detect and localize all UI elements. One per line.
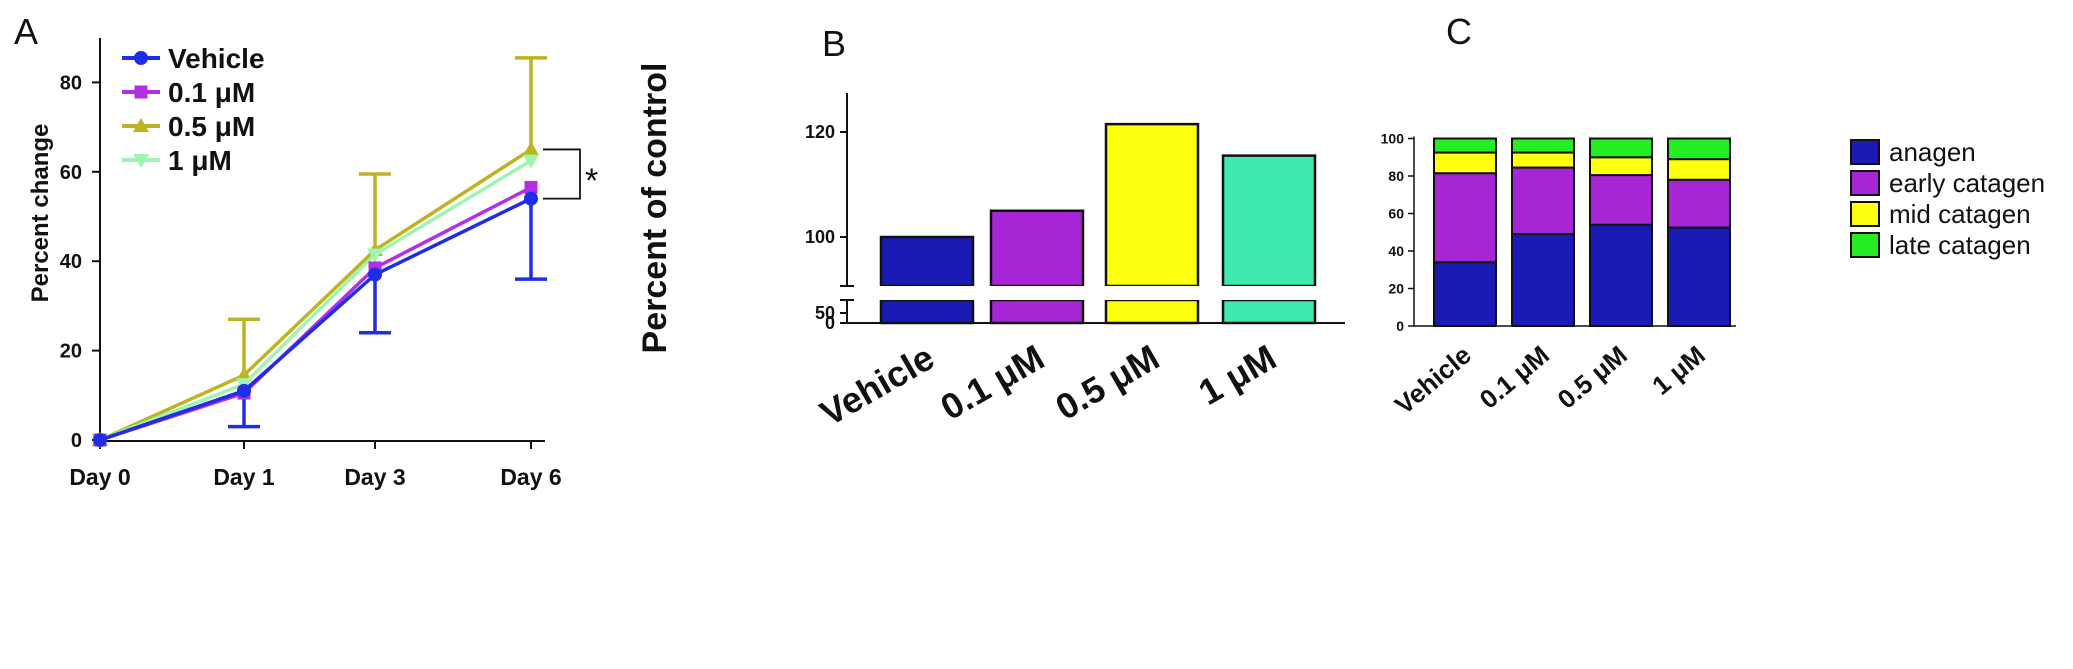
x-tick-label: 1 μM bbox=[1646, 340, 1711, 401]
y-axis-label: Percent change bbox=[27, 124, 54, 303]
panel-letter-b: B bbox=[822, 23, 846, 64]
stack-segment-early-catagen bbox=[1589, 174, 1653, 226]
legend-swatch-early-catagen bbox=[1850, 170, 1880, 196]
series-line-vehicle bbox=[99, 197, 532, 442]
y-axis-label: Percent of control bbox=[636, 63, 674, 354]
significance-star: * bbox=[585, 162, 598, 200]
stack-segment-late-catagen bbox=[1511, 137, 1575, 154]
legend-label-mid-catagen: mid catagen bbox=[1889, 199, 2031, 229]
legend-label-early-catagen: early catagen bbox=[1889, 168, 2045, 198]
y-tick-label: 0 bbox=[71, 430, 82, 452]
y-tick-label: 60 bbox=[1388, 206, 1404, 222]
axis-break-gap bbox=[1102, 286, 1202, 300]
axis-break-gap bbox=[987, 286, 1087, 300]
series-line-0-5-um bbox=[99, 147, 532, 442]
y-tick-label: 40 bbox=[60, 251, 82, 273]
series-line-1-um bbox=[99, 159, 532, 442]
x-tick-label: Day 1 bbox=[213, 464, 275, 490]
x-tick-label: Day 3 bbox=[344, 464, 405, 490]
bar-0-1-um-upper bbox=[989, 209, 1085, 288]
stack-segment-early-catagen bbox=[1433, 172, 1497, 264]
legend-marker-0-5-um bbox=[133, 118, 149, 132]
significance-bracket bbox=[543, 148, 581, 200]
legend-swatch-anagen bbox=[1850, 139, 1880, 165]
bar-0-5-um-upper bbox=[1104, 122, 1200, 288]
bar-0-1-um-lower bbox=[989, 298, 1085, 325]
bar-1-um-upper bbox=[1221, 154, 1317, 288]
data-point-vehicle bbox=[368, 267, 382, 282]
legend-marker-0-1-um bbox=[134, 85, 148, 99]
data-point-0-5-um bbox=[236, 367, 252, 382]
stack-segment-anagen bbox=[1433, 261, 1497, 327]
stack-segment-anagen bbox=[1511, 233, 1575, 327]
y-tick-label: 40 bbox=[1388, 243, 1404, 259]
stack-segment-mid-catagen bbox=[1433, 151, 1497, 175]
x-tick-label: Day 0 bbox=[69, 464, 130, 490]
bar-0-5-um-lower bbox=[1104, 298, 1200, 325]
bar-vehicle-lower bbox=[879, 298, 975, 325]
y-tick-label: 80 bbox=[1388, 168, 1404, 184]
stack-segment-early-catagen bbox=[1667, 178, 1731, 229]
panel-a-line-chart: 0 20 40 60 80 Day 0 Day 1 Day 3 Day 6 Percent cha… bbox=[27, 38, 598, 490]
legend-label-1-um: 1 μM bbox=[168, 145, 232, 176]
stack-segment-mid-catagen bbox=[1667, 158, 1731, 181]
data-point-0-1-um bbox=[524, 180, 538, 194]
stack-segment-late-catagen bbox=[1589, 137, 1653, 159]
data-point-vehicle bbox=[237, 383, 251, 398]
data-point-1-um bbox=[523, 154, 539, 169]
x-tick-label: 0.1 μM bbox=[933, 336, 1051, 428]
data-point-0-5-um bbox=[523, 141, 539, 156]
stack-segment-anagen bbox=[1589, 223, 1653, 327]
legend-swatch-mid-catagen bbox=[1850, 201, 1880, 227]
x-tick-label: 0.1 μM bbox=[1474, 340, 1555, 415]
panel-letter-a: A bbox=[14, 11, 38, 52]
y-tick-label: 120 bbox=[805, 122, 835, 142]
data-point-vehicle bbox=[93, 433, 107, 447]
legend-label-vehicle: Vehicle bbox=[168, 43, 265, 74]
legend-swatch-late-catagen bbox=[1850, 232, 1880, 258]
stack-segment-anagen bbox=[1667, 226, 1731, 327]
x-tick-label: Day 6 bbox=[500, 464, 561, 490]
legend-label-0-1-um: 0.1 μM bbox=[168, 77, 255, 108]
y-tick-label: 80 bbox=[60, 72, 82, 94]
legend-label-late-catagen: late catagen bbox=[1889, 230, 2031, 260]
y-tick-label: 0 bbox=[825, 313, 835, 333]
stack-segment-late-catagen bbox=[1433, 137, 1497, 154]
x-tick-label: 1 μM bbox=[1191, 336, 1283, 413]
bar-1-um-lower bbox=[1221, 298, 1317, 325]
y-tick-label: 60 bbox=[60, 162, 82, 184]
y-tick-label: 100 bbox=[805, 227, 835, 247]
stack-segment-mid-catagen bbox=[1511, 151, 1575, 169]
axis-break-gap bbox=[877, 286, 977, 300]
data-point-1-um bbox=[367, 248, 383, 263]
y-tick-label: 20 bbox=[60, 341, 82, 363]
y-tick-label: 100 bbox=[1381, 131, 1405, 147]
axis-break-gap bbox=[1219, 286, 1319, 300]
stack-segment-mid-catagen bbox=[1589, 156, 1653, 177]
x-tick-label: Vehicle bbox=[1389, 340, 1477, 421]
legend-marker-vehicle bbox=[134, 51, 148, 65]
y-tick-label: 50 bbox=[815, 303, 835, 323]
x-tick-label: 0.5 μM bbox=[1552, 340, 1633, 415]
data-point-vehicle bbox=[524, 191, 538, 206]
legend-label-0-5-um: 0.5 μM bbox=[168, 111, 255, 142]
x-tick-label: Vehicle bbox=[813, 336, 941, 434]
stack-segment-early-catagen bbox=[1511, 166, 1575, 236]
y-tick-label: 20 bbox=[1388, 281, 1404, 297]
panel-letter-c: C bbox=[1446, 11, 1472, 52]
bar-vehicle-upper bbox=[879, 235, 975, 288]
stack-segment-late-catagen bbox=[1667, 137, 1731, 161]
legend-label-anagen: anagen bbox=[1889, 137, 1976, 167]
x-tick-label: 0.5 μM bbox=[1048, 336, 1166, 428]
y-tick-label: 0 bbox=[1396, 318, 1404, 334]
legend-marker-1-um bbox=[133, 154, 149, 168]
